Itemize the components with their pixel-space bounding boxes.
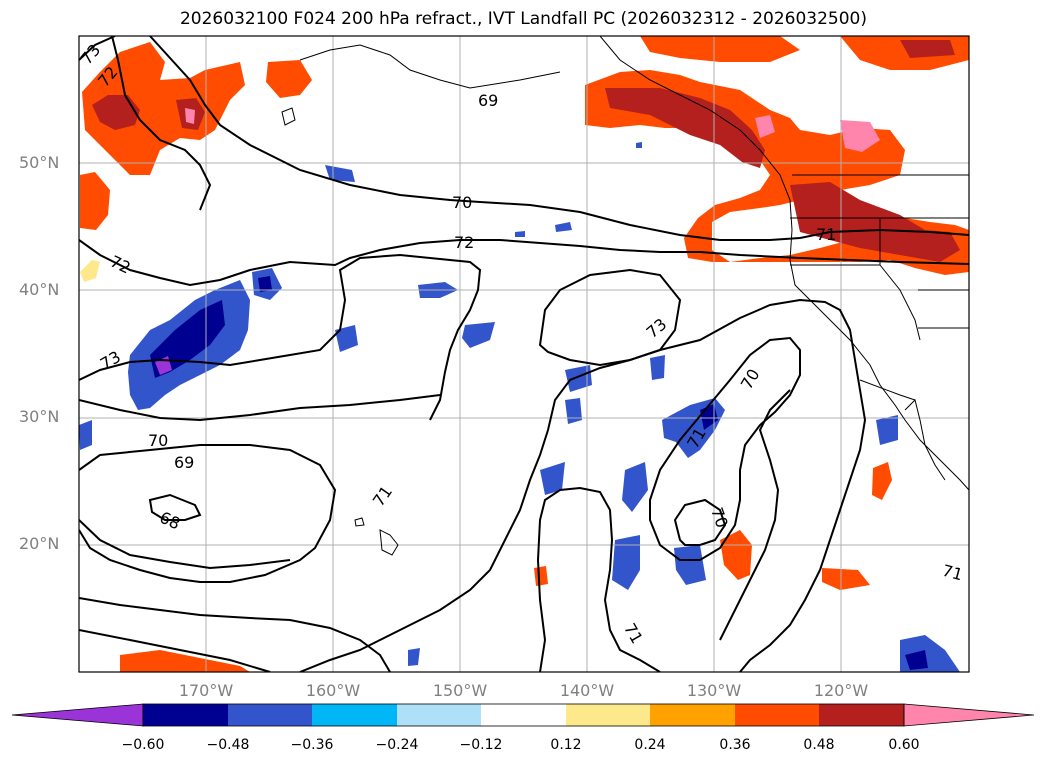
colorbar-tick-label: 0.12 xyxy=(550,737,582,753)
lat-label-30n: 30°N xyxy=(19,407,60,426)
lon-label-150w: 150°W xyxy=(432,681,488,700)
contour-label: 71 xyxy=(816,225,836,244)
lat-label-40n: 40°N xyxy=(19,280,60,299)
colorbar-tick-label: 0.24 xyxy=(634,737,666,753)
colorbar-low-extension xyxy=(11,703,144,727)
colorbar-segment xyxy=(566,704,650,726)
colorbar-tick-label: 0.60 xyxy=(888,737,920,753)
colorbar-tick-label: −0.36 xyxy=(290,737,334,753)
negative-anomaly-regions xyxy=(79,142,960,672)
colorbar xyxy=(11,703,1035,727)
colorbar-segment xyxy=(819,704,904,726)
contour-label: 72 xyxy=(454,233,474,252)
colorbar-segment xyxy=(228,704,312,726)
colorbar-segment xyxy=(735,704,819,726)
colorbar-segment xyxy=(397,704,481,726)
colorbar-frame xyxy=(142,703,905,727)
contour-label: 71 xyxy=(940,561,965,585)
contour-label: 69 xyxy=(174,453,194,472)
lon-label-160w: 160°W xyxy=(305,681,361,700)
colorbar-segment xyxy=(143,704,228,726)
colorbar-segment xyxy=(481,704,566,726)
lon-label-130w: 130°W xyxy=(686,681,742,700)
contour-label: 70 xyxy=(148,431,168,450)
colorbar-high-extension xyxy=(903,703,1035,727)
map-frame xyxy=(78,35,970,673)
contour-label: 70 xyxy=(452,193,472,212)
coastlines xyxy=(281,36,969,556)
colorbar-tick-label: 0.36 xyxy=(719,737,751,753)
lon-label-170w: 170°W xyxy=(178,681,234,700)
colorbar-tick-label: −0.24 xyxy=(375,737,419,753)
contour-label: 69 xyxy=(478,91,498,110)
colorbar-tick-label: −0.60 xyxy=(121,737,165,753)
map-title: 2026032100 F024 200 hPa refract., IVT La… xyxy=(179,9,867,29)
lon-label-120w: 120°W xyxy=(813,681,869,700)
colorbar-segment xyxy=(312,704,397,726)
lat-label-50n: 50°N xyxy=(19,153,60,172)
colorbar-segment xyxy=(650,704,735,726)
colorbar-tick-label: −0.48 xyxy=(206,737,250,753)
lat-label-20n: 20°N xyxy=(19,534,60,553)
contour-lines xyxy=(79,36,969,672)
lon-label-140w: 140°W xyxy=(559,681,615,700)
colorbar-tick-label: 0.48 xyxy=(803,737,835,753)
positive-anomaly-regions xyxy=(80,36,969,672)
colorbar-tick-label: −0.12 xyxy=(459,737,503,753)
